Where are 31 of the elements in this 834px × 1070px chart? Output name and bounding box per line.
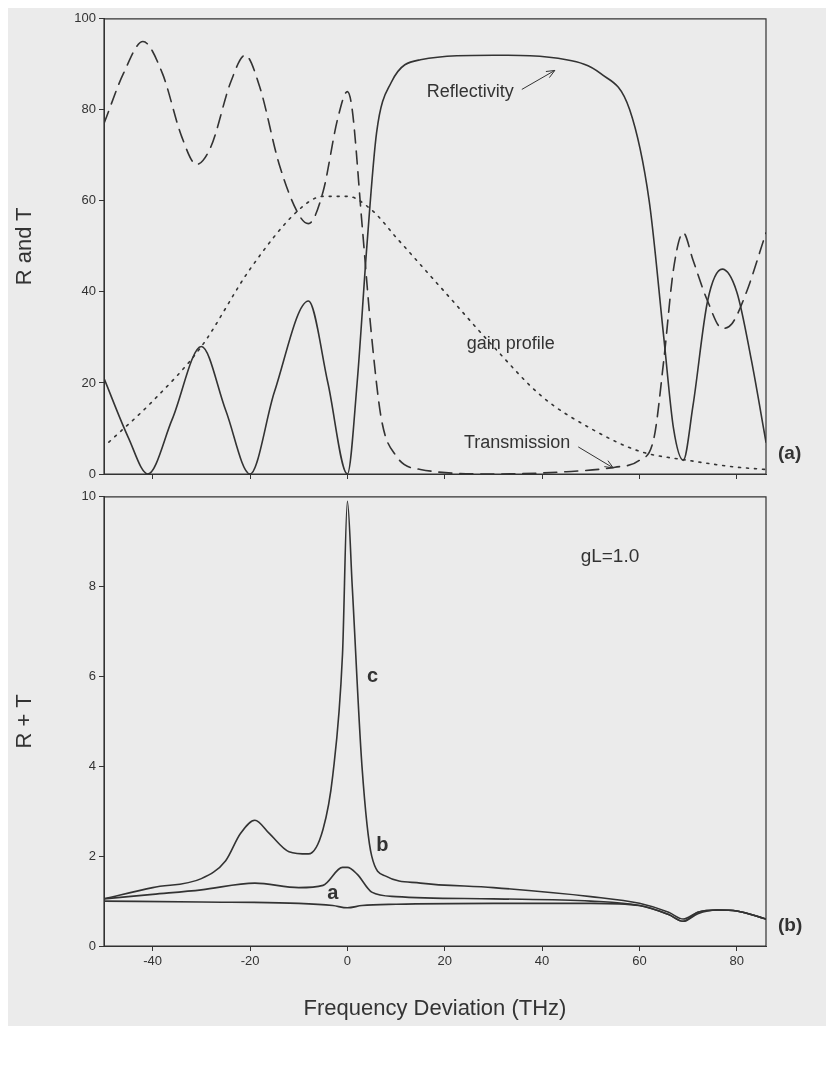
y-tick-label: 100 bbox=[74, 10, 96, 26]
y-tick-label: 10 bbox=[81, 488, 96, 504]
y-tick-label: 60 bbox=[81, 192, 96, 208]
y-tick-label: 4 bbox=[88, 757, 96, 773]
annotation: Reflectivity bbox=[426, 81, 514, 102]
y-tick-label: 40 bbox=[81, 283, 96, 299]
annotation: gain profile bbox=[466, 332, 555, 353]
text: (b) bbox=[778, 914, 803, 936]
x-tick-label: 60 bbox=[632, 953, 647, 969]
annotation: a bbox=[327, 881, 340, 904]
y-axis-title: R and T bbox=[11, 207, 37, 286]
y-tick-label: 20 bbox=[81, 374, 96, 390]
x-tick-label: 40 bbox=[534, 953, 550, 969]
annotation: gL=1.0 bbox=[580, 545, 640, 567]
x-axis-title: Frequency Deviation (THz) bbox=[303, 994, 567, 1020]
y-tick-label: 0 bbox=[88, 465, 96, 481]
y-tick-label: 6 bbox=[88, 668, 96, 684]
y-tick-label: 8 bbox=[88, 578, 96, 594]
annotation: b bbox=[376, 832, 389, 855]
x-tick-label: 20 bbox=[437, 953, 452, 969]
x-tick-label: -40 bbox=[143, 953, 163, 969]
y-axis-title: R + T bbox=[11, 694, 37, 749]
y-tick-label: 0 bbox=[88, 937, 96, 953]
x-tick-label: 0 bbox=[343, 953, 351, 969]
text: (a) bbox=[778, 442, 802, 464]
annotation: c bbox=[367, 664, 379, 686]
y-tick-label: 80 bbox=[81, 101, 96, 117]
x-tick-label: -20 bbox=[240, 953, 260, 969]
y-tick-label: 2 bbox=[88, 847, 96, 863]
x-tick-label: 80 bbox=[729, 953, 745, 969]
annotation: Transmission bbox=[463, 431, 571, 452]
